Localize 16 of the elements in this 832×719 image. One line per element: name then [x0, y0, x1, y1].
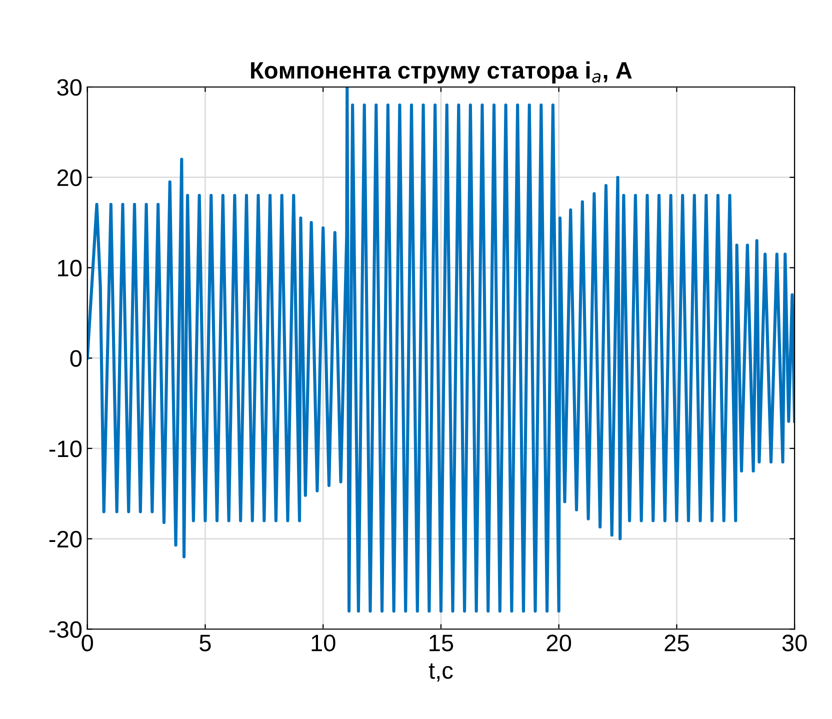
- x-tick-label: 5: [200, 634, 211, 652]
- x-tick-label: 30: [782, 634, 807, 652]
- y-tick-label: -30: [49, 621, 82, 638]
- x-tick-label: 20: [546, 634, 572, 652]
- x-tick-label: 15: [430, 634, 454, 652]
- x-tick-label: 25: [664, 634, 689, 652]
- y-tick-label: 30: [57, 79, 82, 96]
- y-tick-label: 0: [70, 350, 82, 367]
- y-tick-label: -10: [49, 440, 82, 458]
- y-tick-label: -20: [49, 530, 82, 548]
- x-tick-label: 10: [312, 634, 336, 652]
- x-tick-label: 0: [82, 634, 94, 652]
- y-tick-label: 20: [57, 169, 82, 186]
- chart-title: Компонента струму статора i$_{a}$, A: [251, 61, 632, 84]
- y-tick-label: 10: [58, 260, 82, 276]
- x-axis-title: t,c: [428, 663, 453, 682]
